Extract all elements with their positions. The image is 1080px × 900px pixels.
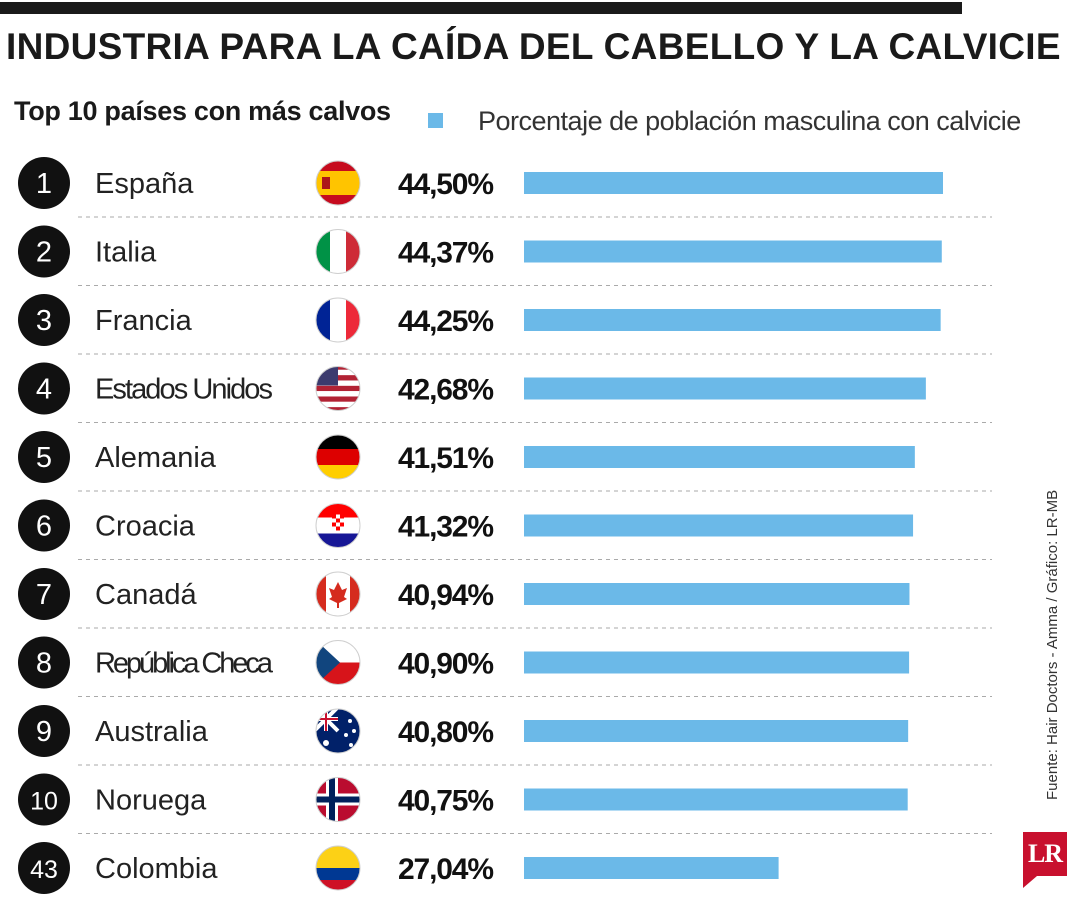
chart-row: 5 Alemania 41,51% — [18, 431, 992, 492]
country-label: Canadá — [95, 579, 197, 611]
bar — [524, 788, 908, 811]
chart-row: 43 Colombia 27,04% — [18, 842, 779, 894]
value-label: 40,75% — [398, 785, 494, 818]
flag-colombia-icon — [316, 846, 360, 890]
flag-italy-icon — [316, 229, 360, 274]
rank-circle — [18, 705, 70, 757]
legend-swatch — [428, 113, 443, 128]
rank-circle — [18, 157, 70, 209]
country-label: Francia — [95, 305, 193, 337]
rank-circle — [18, 636, 70, 689]
value-label: 27,04% — [398, 853, 494, 886]
lr-logo: LR — [1023, 832, 1067, 876]
flag-spain-icon — [316, 161, 360, 205]
rank-circle — [18, 842, 70, 894]
bar-chart: 1 España 44,50% 2 Italia 44,37% 3 Francia 44,25%… — [18, 157, 992, 894]
value-label: 40,94% — [398, 579, 494, 612]
rank-circle — [18, 773, 70, 826]
flag-ring — [315, 571, 361, 617]
country-label: Italia — [95, 237, 157, 269]
rank-number: 1 — [36, 168, 52, 200]
flag-ring — [315, 229, 361, 274]
value-label: 40,80% — [398, 716, 494, 749]
value-label: 41,51% — [398, 442, 494, 475]
flag-france-icon — [316, 298, 360, 342]
top-rule — [0, 2, 962, 14]
bar — [524, 446, 915, 468]
chart-row: 2 Italia 44,37% — [18, 225, 992, 286]
value-label: 44,37% — [398, 237, 494, 270]
rank-number: 4 — [36, 374, 52, 406]
flag-ring — [315, 845, 361, 891]
bar — [524, 651, 910, 674]
chart-row: 3 Francia 44,25% — [18, 294, 992, 355]
bar — [524, 857, 779, 879]
flag-germany-icon — [316, 435, 360, 479]
country-label: República Checa — [95, 648, 274, 680]
country-label: Colombia — [95, 853, 218, 885]
value-label: 41,32% — [398, 511, 494, 544]
rank-circle — [18, 362, 70, 415]
flag-croatia-icon — [316, 503, 360, 548]
country-label: Alemania — [95, 442, 217, 474]
chart-row: 10 Noruega 40,75% — [18, 773, 992, 834]
flag-norway-icon — [316, 777, 360, 822]
chart-row: 7 Canadá 40,94% — [18, 568, 992, 629]
rank-number: 6 — [36, 511, 52, 543]
flag-ring — [315, 708, 361, 754]
value-label: 44,25% — [398, 305, 494, 338]
chart-row: 6 Croacia 41,32% — [18, 499, 992, 560]
rank-number: 7 — [36, 579, 52, 611]
rank-circle — [18, 294, 70, 346]
flag-canada-icon — [316, 572, 360, 616]
flag-ring — [315, 777, 361, 822]
flag-ring — [315, 160, 361, 206]
value-label: 44,50% — [398, 168, 494, 201]
chart-row: 1 España 44,50% — [18, 157, 992, 218]
rank-circle — [18, 499, 70, 552]
flag-ring — [315, 640, 361, 685]
chart-row: 9 Australia 40,80% — [18, 705, 992, 766]
value-label: 40,90% — [398, 648, 494, 681]
bar — [524, 514, 914, 537]
rank-number: 2 — [36, 237, 52, 269]
chart-subtitle: Top 10 países con más calvos — [14, 96, 391, 126]
lr-logo-tail — [1023, 876, 1037, 888]
rank-number: 9 — [36, 716, 52, 748]
value-label: 42,68% — [398, 374, 494, 407]
chart-row: 4 Estados Unidos 42,68% — [18, 362, 992, 423]
legend-label: Porcentaje de población masculina con ca… — [478, 106, 1021, 136]
flag-czech-republic-icon — [316, 640, 360, 685]
flag-ring — [315, 434, 361, 480]
rank-circle — [18, 431, 70, 483]
flag-ring — [315, 503, 361, 548]
chart-title: INDUSTRIA PARA LA CAÍDA DEL CABELLO Y LA… — [6, 26, 1061, 67]
rank-circle — [18, 568, 70, 620]
rank-number: 3 — [36, 305, 52, 337]
country-label: Croacia — [95, 511, 196, 543]
rank-number: 5 — [36, 442, 52, 474]
country-label: España — [95, 168, 194, 200]
bar — [524, 583, 910, 605]
bar — [524, 377, 926, 400]
bar — [524, 172, 943, 194]
flag-usa-icon — [316, 366, 360, 411]
rank-circle — [18, 225, 70, 278]
flag-ring — [315, 297, 361, 343]
country-label: Australia — [95, 716, 209, 748]
country-label: Noruega — [95, 785, 207, 817]
flag-australia-icon — [316, 709, 360, 753]
country-label: Estados Unidos — [95, 374, 273, 406]
flag-ring — [315, 366, 361, 411]
source-note: Fuente: Hair Doctors - Amma / Gráfico: L… — [1044, 489, 1061, 800]
bar — [524, 309, 941, 331]
bar — [524, 720, 909, 742]
bar — [524, 240, 942, 263]
rank-number: 43 — [30, 856, 58, 884]
rank-number: 10 — [30, 788, 58, 816]
chart-row: 8 República Checa 40,90% — [18, 636, 992, 697]
rank-number: 8 — [36, 648, 52, 680]
